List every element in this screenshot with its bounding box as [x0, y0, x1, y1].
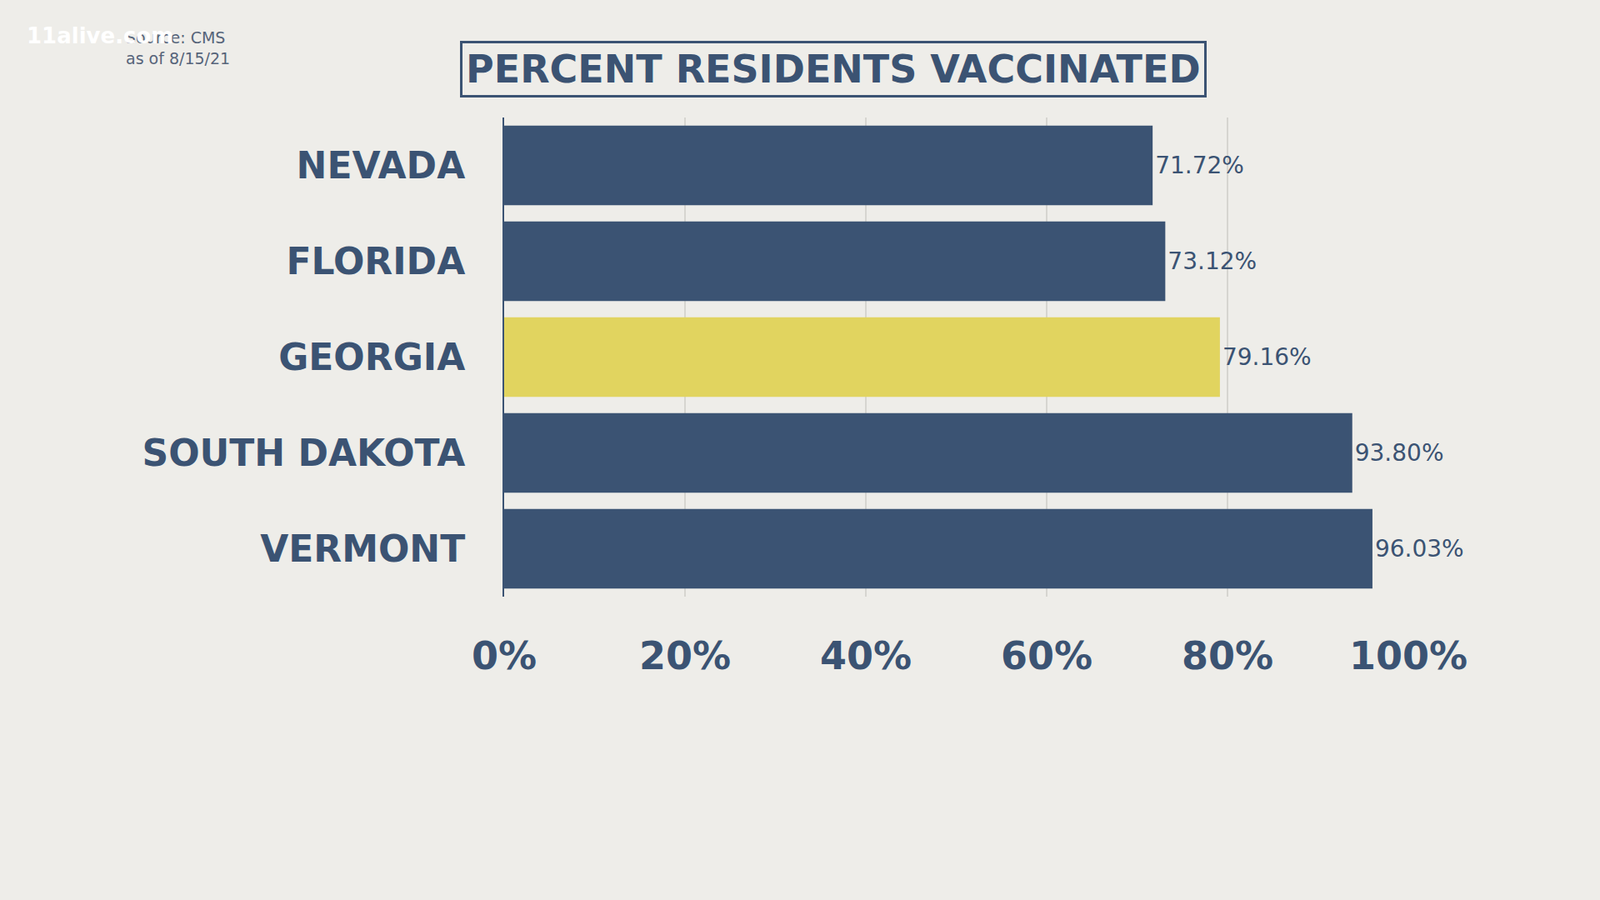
svg-text:71.72%: 71.72% [1155, 151, 1245, 180]
svg-text:NEVADA: NEVADA [296, 144, 466, 187]
svg-text:93.80%: 93.80% [1355, 439, 1445, 467]
svg-text:VERMONT: VERMONT [260, 527, 465, 570]
svg-text:0%: 0% [471, 633, 537, 679]
svg-text:100%: 100% [1349, 633, 1468, 679]
svg-text:96.03%: 96.03% [1375, 535, 1465, 563]
svg-text:60%: 60% [1000, 633, 1093, 679]
svg-text:11alive.com: 11alive.com [26, 23, 174, 49]
svg-text:GEORGIA: GEORGIA [278, 335, 465, 379]
svg-text:SOUTH DAKOTA: SOUTH DAKOTA [141, 431, 465, 475]
svg-text:73.12%: 73.12% [1167, 247, 1257, 275]
svg-text:40%: 40% [820, 633, 912, 679]
svg-text:79.16%: 79.16% [1222, 343, 1312, 371]
svg-text:80%: 80% [1181, 633, 1274, 679]
svg-text:PERCENT RESIDENTS VACCINATED: PERCENT RESIDENTS VACCINATED [465, 46, 1201, 92]
svg-text:Source: CMSas of 8/15/21: Source: CMSas of 8/15/21 [125, 28, 230, 68]
svg-text:FLORIDA: FLORIDA [285, 240, 465, 283]
svg-text:20%: 20% [639, 633, 731, 679]
